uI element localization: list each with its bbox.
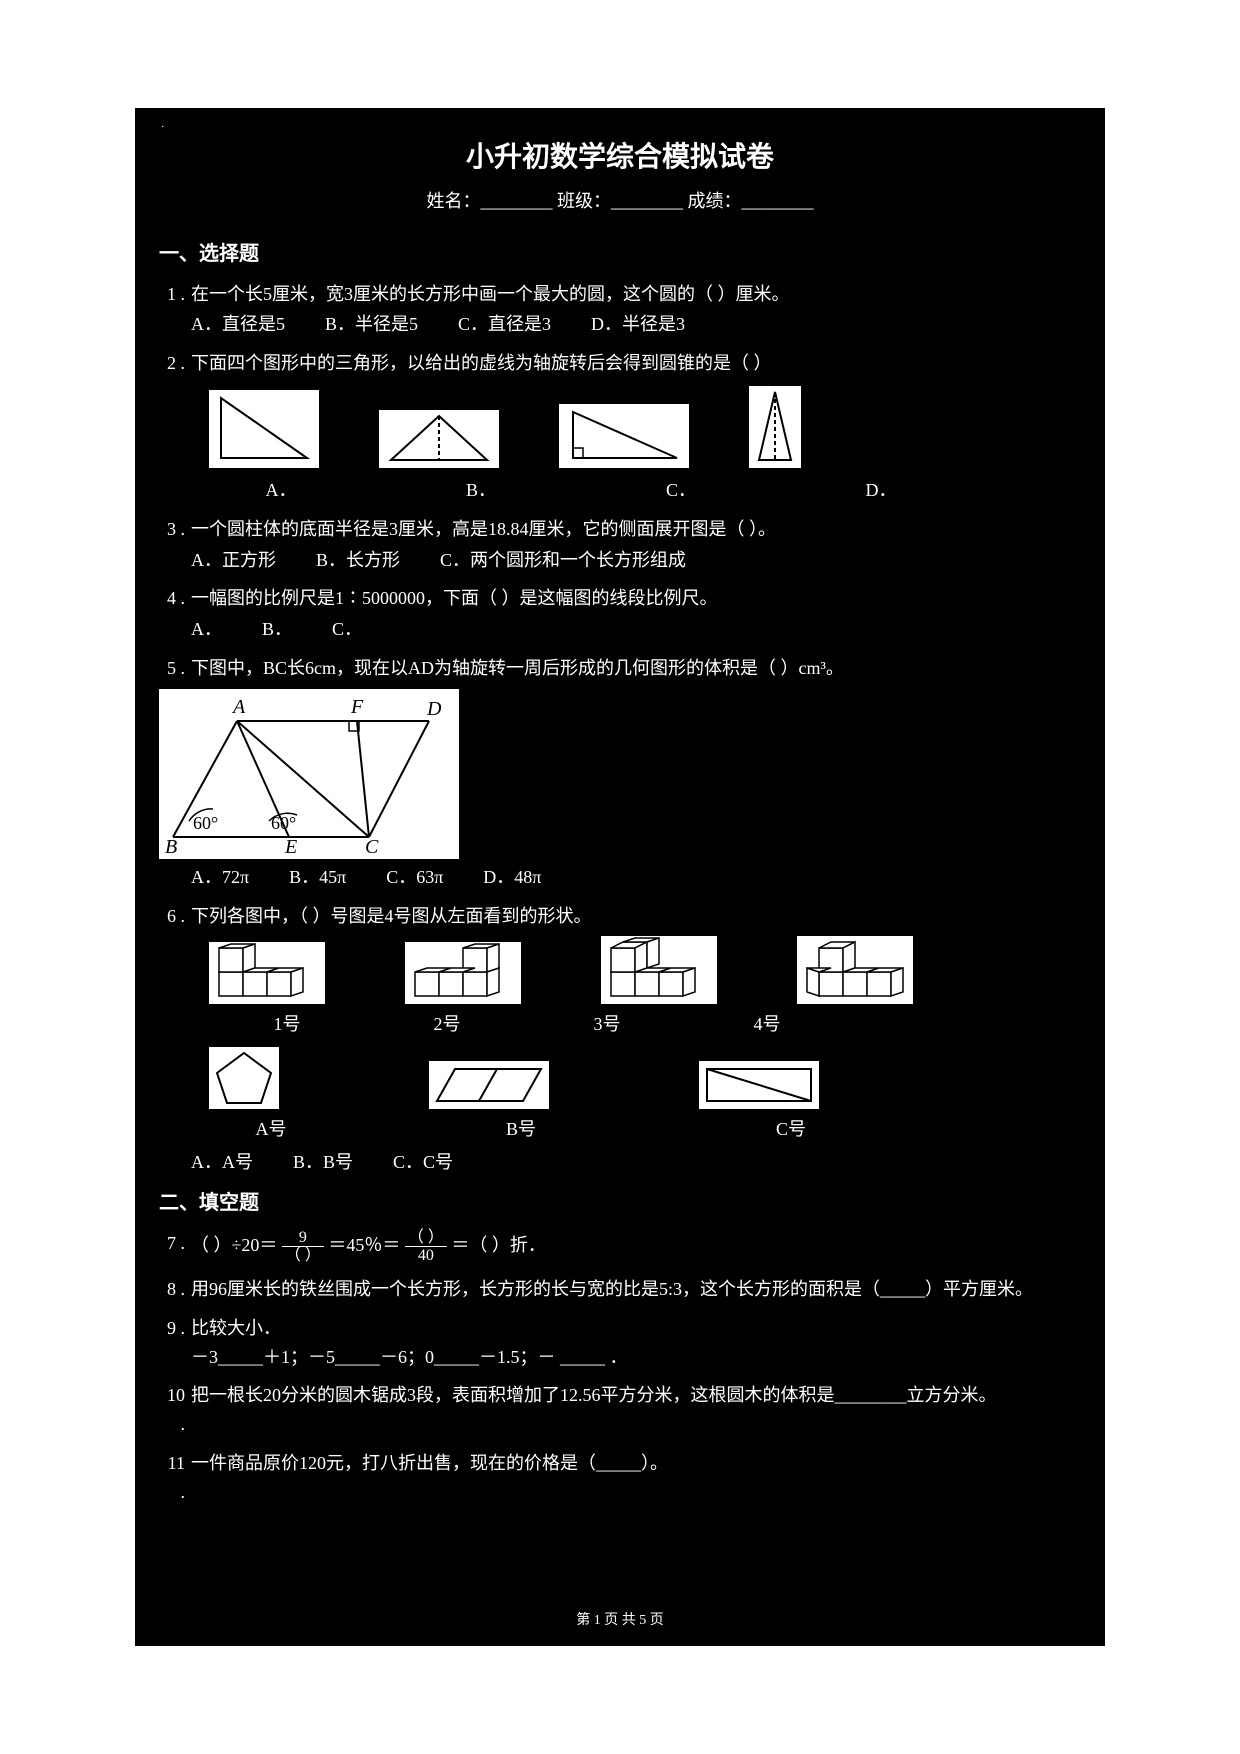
svg-text:B: B <box>165 836 177 858</box>
q4-opt-c: C． <box>332 615 362 644</box>
q5-opt-a: A．72π <box>191 863 249 892</box>
svg-text:E: E <box>284 836 297 858</box>
q6-fig-1 <box>209 942 325 1004</box>
q7-mid2: ＝（ ）折． <box>451 1235 546 1255</box>
q6-fig-4 <box>797 936 913 1004</box>
q6-cap-2: 2号 <box>407 1010 487 1039</box>
q6-cap-1: 1号 <box>247 1010 327 1039</box>
svg-text:D: D <box>426 698 442 720</box>
question-11: 11 . 一件商品原价120元，打八折出售，现在的价格是（_____）。 <box>159 1449 1081 1507</box>
q2-fig-c <box>559 404 689 468</box>
svg-text:A: A <box>231 696 246 718</box>
q3-opt-b: B．长方形 <box>316 546 400 575</box>
q6-opt-b: B．B号 <box>293 1148 353 1177</box>
q8-text: 用96厘米长的铁丝围成一个长方形，长方形的长与宽的比是5:3，这个长方形的面积是… <box>191 1275 1081 1304</box>
q5-text: 下图中，BC长6cm，现在以AD为轴旋转一周后形成的几何图形的体积是（ ）cm³… <box>191 654 1081 683</box>
question-3: 3 . 一个圆柱体的底面半径是3厘米，高是18.84厘米，它的侧面展开图是（ ）… <box>159 515 1081 575</box>
q6-cap-c: C号 <box>731 1115 851 1144</box>
q6-figures-row1 <box>209 936 1081 1004</box>
q6-opt-c: C．C号 <box>393 1148 453 1177</box>
q2-cap-b: B． <box>451 476 511 505</box>
q1-text: 在一个长5厘米，宽3厘米的长方形中画一个最大的圆，这个圆的（ ）厘米。 <box>191 280 1081 309</box>
question-5: 5 . 下图中，BC长6cm，现在以AD为轴旋转一周后形成的几何图形的体积是（ … <box>159 654 1081 892</box>
corner-dot: · <box>161 120 164 136</box>
q2-text: 下面四个图形中的三角形，以给出的虚线为轴旋转后会得到圆锥的是（ ） <box>191 349 1081 378</box>
q2-number: 2 . <box>159 349 191 378</box>
svg-text:60°: 60° <box>193 813 218 833</box>
question-7: 7 . （ ）÷20＝ 9（ ） ＝45％＝ （ ）40 ＝（ ）折． <box>159 1229 1081 1265</box>
q7-number: 7 . <box>159 1229 191 1265</box>
q1-opt-d: D．半径是3 <box>591 310 685 339</box>
q2-figures <box>209 386 1081 468</box>
q1-opt-a: A．直径是5 <box>191 310 285 339</box>
q1-opt-b: B．半径是5 <box>325 310 418 339</box>
question-6: 6 . 下列各图中，（ ）号图是4号图从左面看到的形状。 <box>159 902 1081 1177</box>
q5-number: 5 . <box>159 654 191 683</box>
q3-opt-c: C．两个圆形和一个长方形组成 <box>440 546 686 575</box>
exam-title: 小升初数学综合模拟试卷 <box>159 136 1081 181</box>
q7-mid1: ＝45％＝ <box>328 1235 400 1255</box>
q10-text: 把一根长20分米的圆木锯成3段，表面积增加了12.56平方分米，这根圆木的体积是… <box>191 1381 1081 1439</box>
q7-frac-2: （ ）40 <box>405 1229 447 1265</box>
q6-number: 6 . <box>159 902 191 931</box>
q1-number: 1 . <box>159 280 191 309</box>
section-2-title: 二、填空题 <box>159 1187 1081 1219</box>
q6-fig-2 <box>405 942 521 1004</box>
q5-figure: A F D B E C 60° 60° <box>159 689 459 859</box>
q2-cap-a: A． <box>251 476 311 505</box>
q10-number: 10 . <box>159 1381 191 1439</box>
q3-number: 3 . <box>159 515 191 544</box>
q6-figures-row2 <box>209 1047 1081 1109</box>
exam-page: · 小升初数学综合模拟试卷 姓名：________ 班级：________ 成绩… <box>135 108 1105 1646</box>
exam-meta: 姓名：________ 班级：________ 成绩：________ <box>159 187 1081 216</box>
q6-fig-a <box>209 1047 279 1109</box>
q4-opt-b: B． <box>262 615 292 644</box>
q4-text: 一幅图的比例尺是1∶5000000，下面（ ）是这幅图的线段比例尺。 <box>191 584 1081 613</box>
q3-text: 一个圆柱体的底面半径是3厘米，高是18.84厘米，它的侧面展开图是（ ）。 <box>191 515 1081 544</box>
q11-number: 11 . <box>159 1449 191 1507</box>
svg-text:F: F <box>350 696 364 718</box>
q8-number: 8 . <box>159 1275 191 1304</box>
q6-fig-3 <box>601 936 717 1004</box>
q6-fig-b <box>429 1061 549 1109</box>
q2-fig-d <box>749 386 801 468</box>
q5-opt-c: C．63π <box>386 863 443 892</box>
q9-text: 比较大小． <box>191 1314 1081 1343</box>
q4-number: 4 . <box>159 584 191 613</box>
q3-opt-a: A．正方形 <box>191 546 276 575</box>
q7-prefix: （ ）÷20＝ <box>191 1235 277 1255</box>
q6-text: 下列各图中，（ ）号图是4号图从左面看到的形状。 <box>191 902 1081 931</box>
q6-cap-4: 4号 <box>727 1010 807 1039</box>
page-footer: 第 1 页 共 5 页 <box>135 1610 1105 1632</box>
q2-fig-a <box>209 390 319 468</box>
q6-opt-a: A．A号 <box>191 1148 253 1177</box>
q7-text: （ ）÷20＝ 9（ ） ＝45％＝ （ ）40 ＝（ ）折． <box>191 1229 1081 1265</box>
q4-opt-a: A． <box>191 615 222 644</box>
q1-opt-c: C．直径是3 <box>458 310 551 339</box>
question-1: 1 . 在一个长5厘米，宽3厘米的长方形中画一个最大的圆，这个圆的（ ）厘米。 … <box>159 280 1081 340</box>
q6-cap-3: 3号 <box>567 1010 647 1039</box>
svg-text:C: C <box>365 836 379 858</box>
question-4: 4 . 一幅图的比例尺是1∶5000000，下面（ ）是这幅图的线段比例尺。 A… <box>159 584 1081 644</box>
q9-number: 9 . <box>159 1314 191 1343</box>
question-10: 10 . 把一根长20分米的圆木锯成3段，表面积增加了12.56平方分米，这根圆… <box>159 1381 1081 1439</box>
q2-fig-b <box>379 410 499 468</box>
q6-cap-a: A号 <box>231 1115 311 1144</box>
q6-cap-b: B号 <box>461 1115 581 1144</box>
section-1-title: 一、选择题 <box>159 238 1081 270</box>
q2-cap-c: C． <box>651 476 711 505</box>
q6-fig-c <box>699 1061 819 1109</box>
question-9: 9 . 比较大小． －3_____＋1；－5_____－6；0_____－1.5… <box>159 1314 1081 1372</box>
q2-cap-d: D． <box>851 476 911 505</box>
question-2: 2 . 下面四个图形中的三角形，以给出的虚线为轴旋转后会得到圆锥的是（ ） <box>159 349 1081 505</box>
q5-opt-d: D．48π <box>483 863 541 892</box>
question-8: 8 . 用96厘米长的铁丝围成一个长方形，长方形的长与宽的比是5:3，这个长方形… <box>159 1275 1081 1304</box>
q5-opt-b: B．45π <box>289 863 346 892</box>
page-content: 小升初数学综合模拟试卷 姓名：________ 班级：________ 成绩：_… <box>135 108 1105 1541</box>
svg-text:60°: 60° <box>271 813 296 833</box>
q9-line2: －3_____＋1；－5_____－6；0_____－1.5；－ _____ ． <box>191 1343 1081 1372</box>
q7-frac-1: 9（ ） <box>282 1229 324 1265</box>
q11-text: 一件商品原价120元，打八折出售，现在的价格是（_____）。 <box>191 1449 1081 1507</box>
